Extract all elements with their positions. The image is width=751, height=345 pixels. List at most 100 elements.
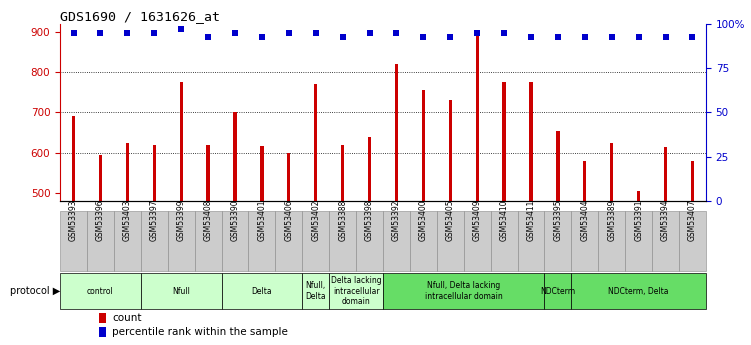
- Point: [659, 34, 671, 39]
- Text: GSM53401: GSM53401: [258, 200, 267, 242]
- Bar: [383, 211, 410, 272]
- Bar: [410, 211, 437, 272]
- Bar: [637, 191, 641, 201]
- Bar: [529, 82, 532, 201]
- Bar: [141, 211, 167, 272]
- Bar: [60, 211, 87, 272]
- Bar: [383, 273, 544, 309]
- Bar: [99, 313, 106, 323]
- Bar: [314, 85, 318, 201]
- Text: GSM53409: GSM53409: [472, 200, 481, 242]
- Text: GSM53405: GSM53405: [446, 200, 455, 242]
- Bar: [195, 211, 222, 272]
- Bar: [437, 211, 463, 272]
- Text: Nfull, Delta lacking
intracellular domain: Nfull, Delta lacking intracellular domai…: [425, 281, 502, 301]
- Bar: [422, 90, 425, 201]
- Bar: [114, 211, 141, 272]
- Bar: [60, 273, 141, 309]
- Text: Nfull,
Delta: Nfull, Delta: [306, 281, 326, 301]
- Bar: [448, 100, 452, 201]
- Bar: [87, 211, 114, 272]
- Bar: [395, 64, 398, 201]
- Text: GSM53397: GSM53397: [149, 200, 158, 242]
- Point: [336, 34, 348, 39]
- Point: [525, 34, 537, 39]
- Point: [95, 30, 107, 36]
- Bar: [544, 211, 572, 272]
- Bar: [572, 211, 599, 272]
- Text: GSM53391: GSM53391: [634, 200, 643, 242]
- Text: NDCterm, Delta: NDCterm, Delta: [608, 286, 669, 296]
- Text: GSM53394: GSM53394: [661, 200, 670, 242]
- Bar: [302, 211, 329, 272]
- Bar: [222, 211, 249, 272]
- Bar: [556, 130, 559, 201]
- Text: GSM53400: GSM53400: [419, 200, 428, 242]
- Text: GSM53404: GSM53404: [581, 200, 590, 242]
- Text: GSM53410: GSM53410: [499, 200, 508, 242]
- Point: [175, 27, 187, 32]
- Text: GSM53406: GSM53406: [285, 200, 294, 242]
- Text: control: control: [87, 286, 114, 296]
- Point: [686, 34, 698, 39]
- Point: [363, 30, 376, 36]
- Text: GSM53393: GSM53393: [69, 200, 78, 242]
- Bar: [625, 211, 652, 272]
- Text: GSM53408: GSM53408: [204, 200, 213, 242]
- Bar: [599, 211, 625, 272]
- Bar: [691, 161, 694, 201]
- Bar: [679, 211, 706, 272]
- Text: GSM53389: GSM53389: [608, 200, 617, 242]
- Text: protocol ▶: protocol ▶: [10, 286, 60, 296]
- Text: GSM53395: GSM53395: [553, 200, 562, 242]
- Point: [498, 30, 510, 36]
- Point: [68, 30, 80, 36]
- Bar: [329, 273, 383, 309]
- Text: GSM53396: GSM53396: [96, 200, 105, 242]
- Text: percentile rank within the sample: percentile rank within the sample: [113, 327, 288, 337]
- Bar: [584, 161, 587, 201]
- Text: GSM53411: GSM53411: [526, 200, 535, 242]
- Bar: [152, 145, 156, 201]
- Bar: [652, 211, 679, 272]
- Text: GSM53392: GSM53392: [392, 200, 401, 242]
- Point: [391, 30, 403, 36]
- Bar: [572, 273, 706, 309]
- Bar: [463, 211, 490, 272]
- Point: [579, 34, 591, 39]
- Bar: [287, 154, 291, 201]
- Bar: [475, 32, 479, 201]
- Point: [256, 34, 268, 39]
- Bar: [502, 82, 505, 201]
- Bar: [341, 145, 344, 201]
- Text: GSM53388: GSM53388: [338, 200, 347, 242]
- Point: [229, 30, 241, 36]
- Bar: [302, 273, 329, 309]
- Text: GSM53403: GSM53403: [123, 200, 132, 242]
- Point: [552, 34, 564, 39]
- Point: [148, 30, 160, 36]
- Bar: [72, 117, 75, 201]
- Point: [418, 34, 430, 39]
- Bar: [234, 112, 237, 201]
- Bar: [141, 273, 222, 309]
- Text: GSM53402: GSM53402: [311, 200, 320, 242]
- Point: [471, 30, 483, 36]
- Text: GSM53399: GSM53399: [176, 200, 185, 242]
- Bar: [368, 137, 371, 201]
- Text: GSM53390: GSM53390: [231, 200, 240, 242]
- Bar: [222, 273, 302, 309]
- Bar: [261, 146, 264, 201]
- Text: GDS1690 / 1631626_at: GDS1690 / 1631626_at: [60, 10, 220, 23]
- Bar: [99, 155, 102, 201]
- Bar: [329, 211, 356, 272]
- Text: GSM53398: GSM53398: [365, 200, 374, 242]
- Bar: [517, 211, 544, 272]
- Bar: [276, 211, 302, 272]
- Bar: [207, 145, 210, 201]
- Bar: [610, 142, 614, 201]
- Text: count: count: [113, 313, 142, 323]
- Point: [202, 34, 214, 39]
- Bar: [179, 82, 182, 201]
- Point: [632, 34, 644, 39]
